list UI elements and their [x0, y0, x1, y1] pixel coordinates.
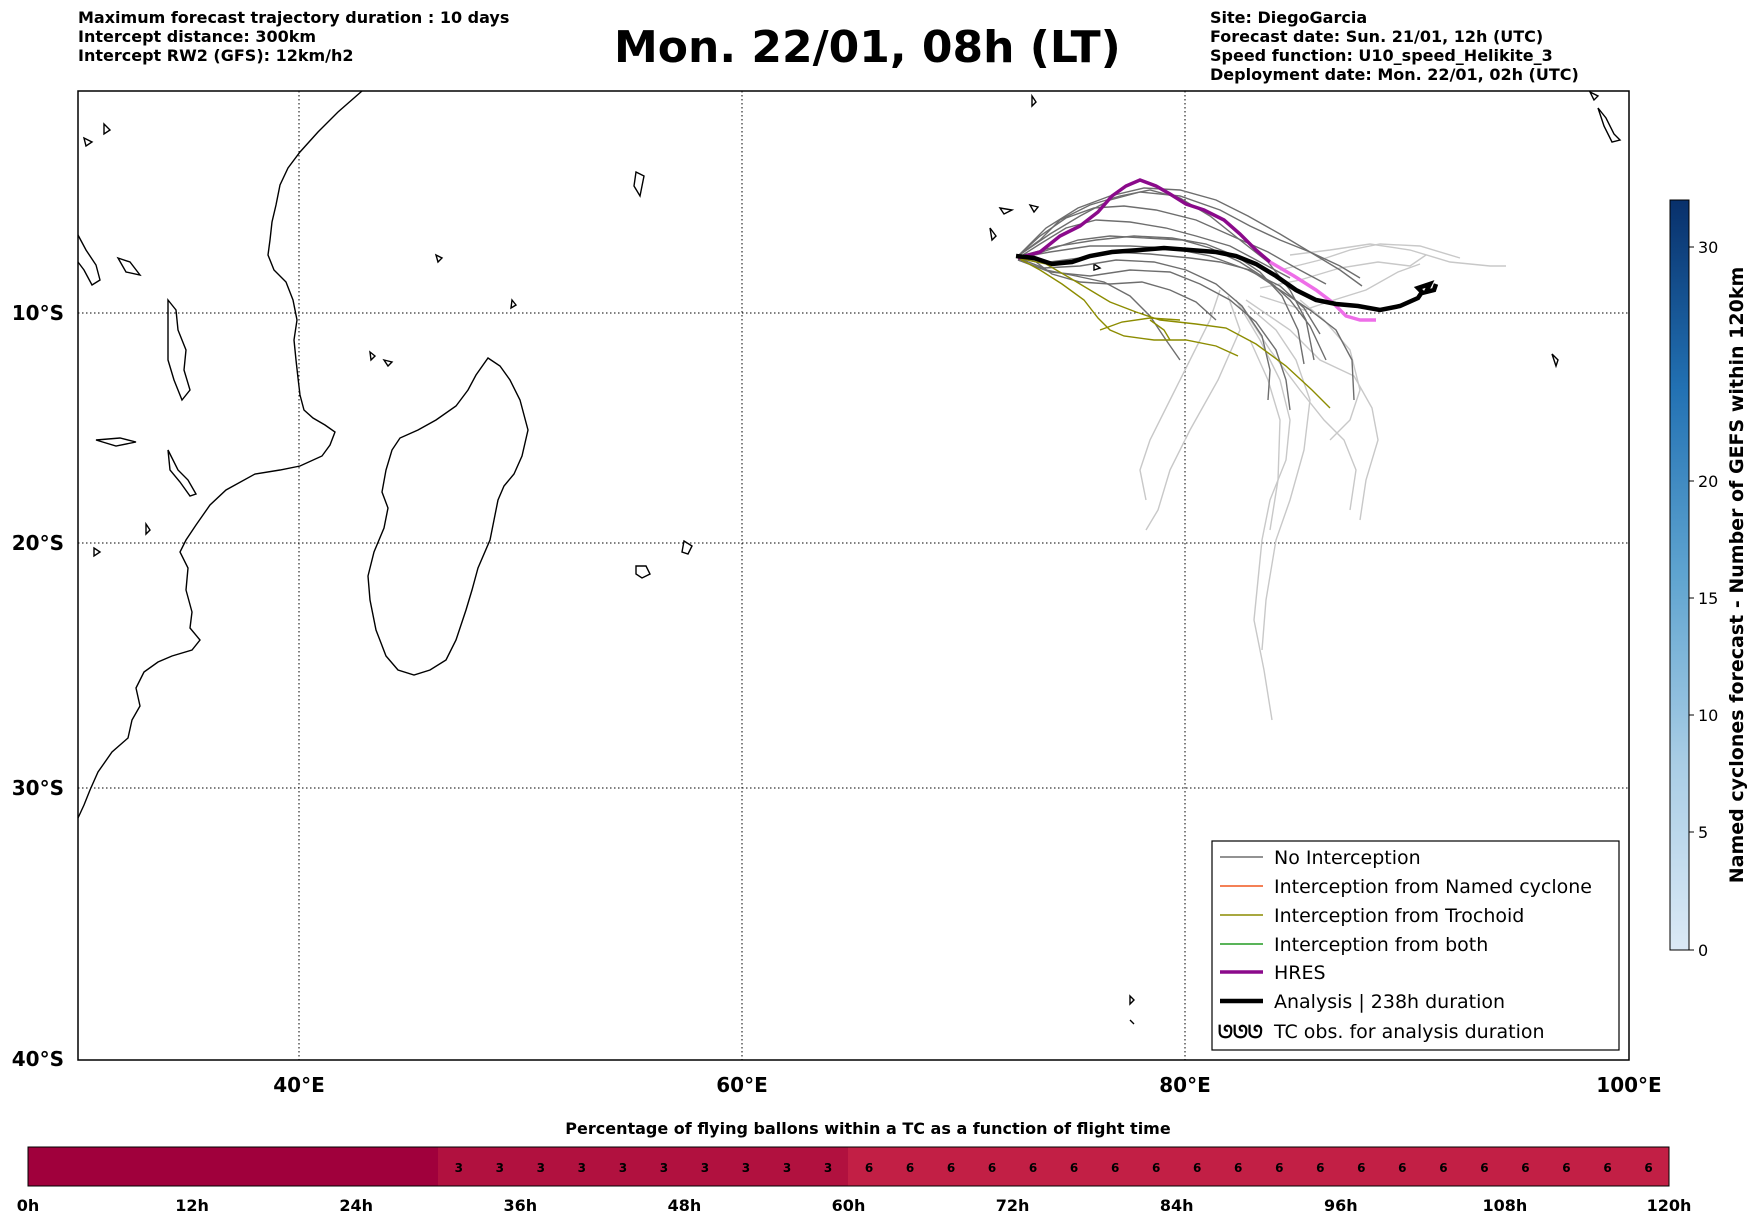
- time-tick-label: 48h: [668, 1196, 702, 1215]
- deployment-date-text: Deployment date: Mon. 22/01, 02h (UTC): [1210, 65, 1579, 84]
- time-tick-label: 120h: [1647, 1196, 1692, 1215]
- colorbar-tick-20: 20: [1698, 472, 1718, 491]
- bar-values-6: 6 6 6 6 6 6 6 6 6 6 6 6 6 6 6 6 6 6 6 6: [865, 1161, 1653, 1175]
- time-tick-label: 36h: [503, 1196, 537, 1215]
- time-tick-label: 84h: [1160, 1196, 1194, 1215]
- bar-value-cell: 3: [824, 1161, 832, 1175]
- bar-value-cell: 3: [619, 1161, 627, 1175]
- colorbar-tick-30: 30: [1698, 238, 1718, 257]
- legend-trochoid: Interception from Trochoid: [1274, 905, 1524, 927]
- time-tick-label: 72h: [996, 1196, 1030, 1215]
- legend-named-cyclone: Interception from Named cyclone: [1274, 876, 1592, 898]
- bar-value-cell: 6: [1398, 1161, 1406, 1175]
- lon-label-80e: 80°E: [1159, 1073, 1211, 1097]
- legend-analysis: Analysis | 238h duration: [1274, 991, 1505, 1013]
- time-tick-label: 0h: [17, 1196, 40, 1215]
- site-text: Site: DiegoGarcia: [1210, 8, 1368, 27]
- colorbar-tick-15: 15: [1698, 589, 1718, 608]
- bar-value-cell: 6: [1152, 1161, 1160, 1175]
- bar-value-cell: 3: [660, 1161, 668, 1175]
- bar-value-cell: 6: [1480, 1161, 1488, 1175]
- colorbar-tick-0: 0: [1698, 941, 1708, 960]
- max-duration-text: Maximum forecast trajectory duration : 1…: [78, 8, 510, 27]
- map-gridlines: [78, 91, 1629, 1060]
- ensemble-trajectories: [1015, 178, 1506, 721]
- header-info-left: Maximum forecast trajectory duration : 1…: [78, 8, 509, 65]
- bar-value-cell: 6: [1275, 1161, 1283, 1175]
- legend-no-interception: No Interception: [1274, 847, 1421, 869]
- flight-time-bar: Percentage of flying ballons within a TC…: [17, 1119, 1692, 1215]
- map-panel: No Interception Interception from Named …: [77, 90, 1630, 1061]
- legend-both: Interception from both: [1274, 934, 1488, 956]
- bar-value-cell: 3: [742, 1161, 750, 1175]
- bar-segment-0pct: [28, 1147, 438, 1186]
- tc-obs-symbol: ᘎᘎᘎ: [1218, 1022, 1263, 1043]
- bar-values-3: 3 3 3 3 3 3 3 3 3 3: [455, 1161, 833, 1175]
- bar-value-cell: 6: [1070, 1161, 1078, 1175]
- analysis-trajectory: [1015, 245, 1439, 313]
- bar-value-cell: 3: [496, 1161, 504, 1175]
- bar-value-cell: 6: [865, 1161, 873, 1175]
- cyclone-colorbar: 0 5 10 15 20 30 Named cyclones forecast …: [1669, 199, 1748, 960]
- bar-value-cell: 6: [1193, 1161, 1201, 1175]
- speed-function-text: Speed function: U10_speed_Helikite_3: [1210, 46, 1553, 65]
- bar-value-cell: 3: [783, 1161, 791, 1175]
- bar-value-cell: 6: [1521, 1161, 1529, 1175]
- lat-label-40s: 40°S: [12, 1047, 64, 1071]
- time-tick-label: 12h: [175, 1196, 209, 1215]
- lat-label-30s: 30°S: [12, 776, 64, 800]
- bar-value-cell: 6: [1439, 1161, 1447, 1175]
- bar-value-cell: 6: [1603, 1161, 1611, 1175]
- bar-value-cell: 6: [1562, 1161, 1570, 1175]
- page-title: Mon. 22/01, 08h (LT): [614, 22, 1121, 73]
- bar-value-cell: 3: [537, 1161, 545, 1175]
- bar-value-cell: 6: [988, 1161, 996, 1175]
- bar-value-cell: 3: [701, 1161, 709, 1175]
- bar-segment-6pct: [848, 1147, 1669, 1186]
- legend-tc-obs: TC obs. for analysis duration: [1273, 1021, 1545, 1043]
- bar-value-cell: 6: [1111, 1161, 1119, 1175]
- hres-trajectory: [1017, 178, 1272, 264]
- colorbar-tick-5: 5: [1698, 823, 1708, 842]
- lon-label-40e: 40°E: [273, 1073, 325, 1097]
- bar-value-cell: 6: [906, 1161, 914, 1175]
- bar-time-ticks: 0h 12h 24h 36h 48h 60h 72h 84h 96h 108h 120h: [17, 1196, 1692, 1215]
- bar-value-cell: 6: [1029, 1161, 1037, 1175]
- colorbar-tick-10: 10: [1698, 706, 1718, 725]
- intercept-rw2-text: Intercept RW2 (GFS): 12km/h2: [78, 46, 354, 65]
- legend: No Interception Interception from Named …: [1211, 840, 1620, 1051]
- intercept-distance-text: Intercept distance: 300km: [78, 27, 317, 46]
- bar-value-cell: 3: [455, 1161, 463, 1175]
- bar-value-cell: 3: [578, 1161, 586, 1175]
- bar-value-cell: 6: [1234, 1161, 1242, 1175]
- flight-time-bar-title: Percentage of flying ballons within a TC…: [565, 1119, 1171, 1138]
- forecast-date-text: Forecast date: Sun. 21/01, 12h (UTC): [1210, 27, 1544, 46]
- longitude-labels: 40°E 60°E 80°E 100°E: [273, 1073, 1661, 1097]
- latitude-labels: 10°S 20°S 30°S 40°S: [12, 301, 64, 1071]
- bar-value-cell: 6: [1644, 1161, 1652, 1175]
- bar-segment-3pct: [438, 1147, 848, 1186]
- bar-value-cell: 6: [947, 1161, 955, 1175]
- time-tick-label: 108h: [1483, 1196, 1528, 1215]
- lat-label-20s: 20°S: [12, 531, 64, 555]
- time-tick-label: 60h: [832, 1196, 866, 1215]
- lon-label-100e: 100°E: [1596, 1073, 1661, 1097]
- bar-value-cell: 6: [1316, 1161, 1324, 1175]
- legend-hres: HRES: [1274, 962, 1326, 984]
- coastlines: [77, 90, 1622, 1025]
- lat-label-10s: 10°S: [12, 301, 64, 325]
- bar-value-cell: 6: [1357, 1161, 1365, 1175]
- time-tick-label: 24h: [339, 1196, 373, 1215]
- colorbar-label: Named cyclones forecast - Number of GEFS…: [1726, 267, 1748, 884]
- lon-label-60e: 60°E: [716, 1073, 768, 1097]
- header-info-right: Site: DiegoGarcia Forecast date: Sun. 21…: [1210, 8, 1579, 84]
- trajectories-trochoid: [1017, 257, 1331, 409]
- time-tick-label: 96h: [1324, 1196, 1358, 1215]
